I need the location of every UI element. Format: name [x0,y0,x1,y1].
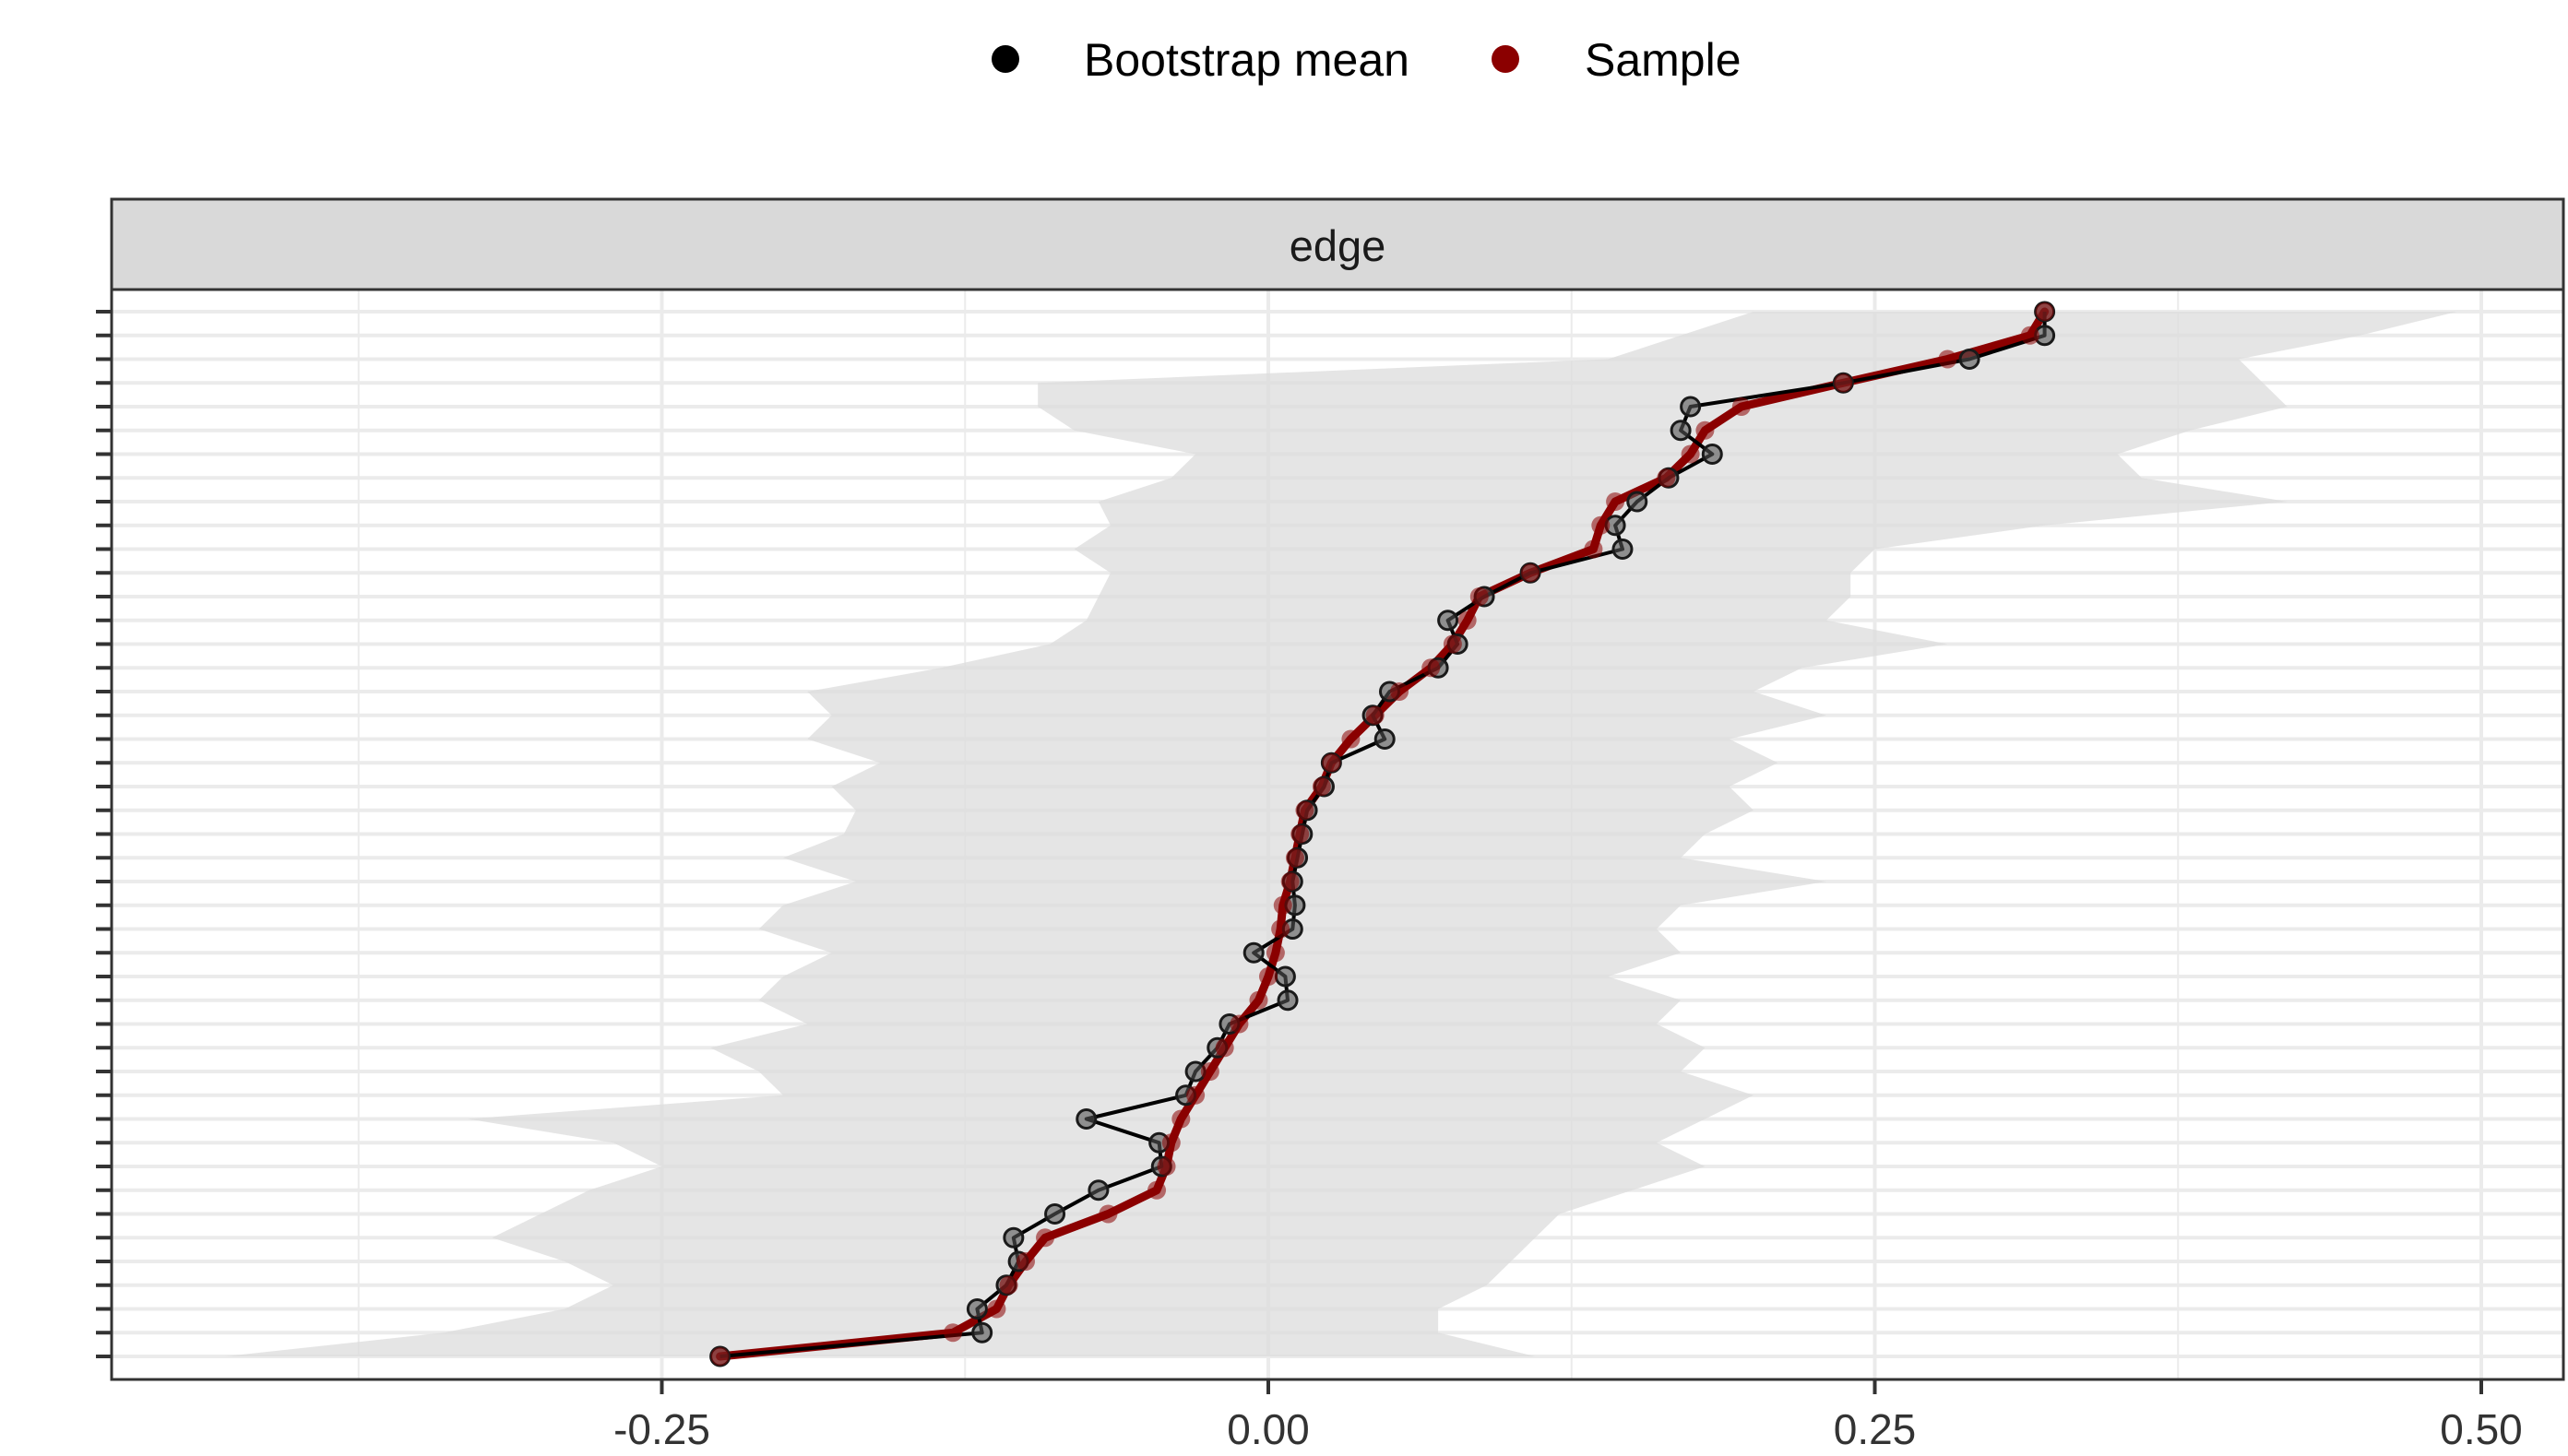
point-sample [1215,1038,1234,1058]
point-bootstrap-mean [1003,1226,1025,1249]
point-sample [1259,967,1278,986]
point-sample [1016,1252,1035,1271]
point-sample [987,1299,1006,1319]
point-bootstrap-mean [1437,610,1459,632]
point-sample [1341,729,1361,749]
point-bootstrap-mean [1088,1179,1110,1201]
point-bootstrap-mean [1670,420,1692,442]
point-sample [1584,539,1603,559]
point-sample [1036,1228,1055,1248]
point-bootstrap-mean [1044,1203,1066,1225]
legend-label-bootstrap-mean: Bootstrap mean [1084,34,1409,86]
x-tick-label: 0.25 [1834,1405,1917,1453]
point-sample [1834,373,1853,393]
point-sample [1230,1014,1249,1034]
point-sample [1273,895,1292,915]
point-sample [999,1275,1018,1295]
point-sample [1938,349,1957,369]
data-points [709,301,2056,1367]
point-sample [1171,1109,1191,1129]
point-sample [1365,705,1385,725]
confidence-band [225,312,2457,1356]
legend: Bootstrap mean Sample [992,34,1742,86]
point-sample [1200,1062,1219,1081]
legend-key-sample [1492,45,1519,73]
point-sample [710,1347,730,1366]
point-sample [1591,515,1611,535]
point-bootstrap-mean [1277,989,1299,1012]
point-bootstrap-mean [1076,1108,1098,1130]
point-sample [1295,800,1314,820]
facet-strip-background [110,197,2565,291]
point-sample [1271,919,1290,939]
point-bootstrap-mean [971,1321,993,1344]
point-sample [1695,420,1715,440]
point-bootstrap-mean [1626,491,1648,513]
point-sample [1681,444,1700,464]
point-sample [1285,848,1304,868]
x-tick-label: 0.50 [2440,1405,2523,1453]
y-axis-ticks [96,310,112,1358]
point-sample [1161,1133,1181,1153]
point-sample [1322,753,1341,773]
point-sample [1390,682,1409,701]
point-sample [1469,587,1489,606]
point-bootstrap-mean [1701,444,1723,465]
point-bootstrap-mean [1373,728,1396,750]
point-sample [1521,563,1540,583]
legend-label-sample: Sample [1585,34,1742,86]
x-tick-label: 0.00 [1227,1405,1310,1453]
x-axis: -0.25 0.00 0.25 0.50 [613,1379,2523,1453]
point-sample [1099,1204,1118,1224]
facet-strip: edge [110,197,2565,291]
point-sample [1147,1180,1167,1200]
point-sample [1186,1085,1206,1105]
point-sample [1266,943,1285,963]
point-bootstrap-mean [1274,965,1296,988]
point-sample [2035,302,2054,321]
point-bootstrap-mean [1242,941,1265,964]
point-bootstrap-mean [1680,396,1702,418]
point-bootstrap-mean [966,1298,988,1320]
point-sample [1157,1157,1176,1176]
point-sample [1249,990,1268,1010]
point-sample [1290,824,1310,844]
point-sample [1457,610,1477,630]
point-sample [2020,326,2039,345]
point-sample [1312,777,1331,796]
legend-key-bootstrap-mean [992,45,1019,73]
point-sample [1443,634,1462,654]
x-tick-label: -0.25 [613,1405,710,1453]
point-sample [1421,658,1441,678]
facet-strip-label: edge [1290,221,1386,270]
point-sample [944,1323,963,1343]
point-bootstrap-mean [1958,349,1980,370]
point-sample [1657,468,1676,488]
point-sample [1731,397,1751,416]
point-bootstrap-mean [1611,539,1634,560]
point-sample [1606,492,1625,511]
point-sample [1280,872,1300,891]
